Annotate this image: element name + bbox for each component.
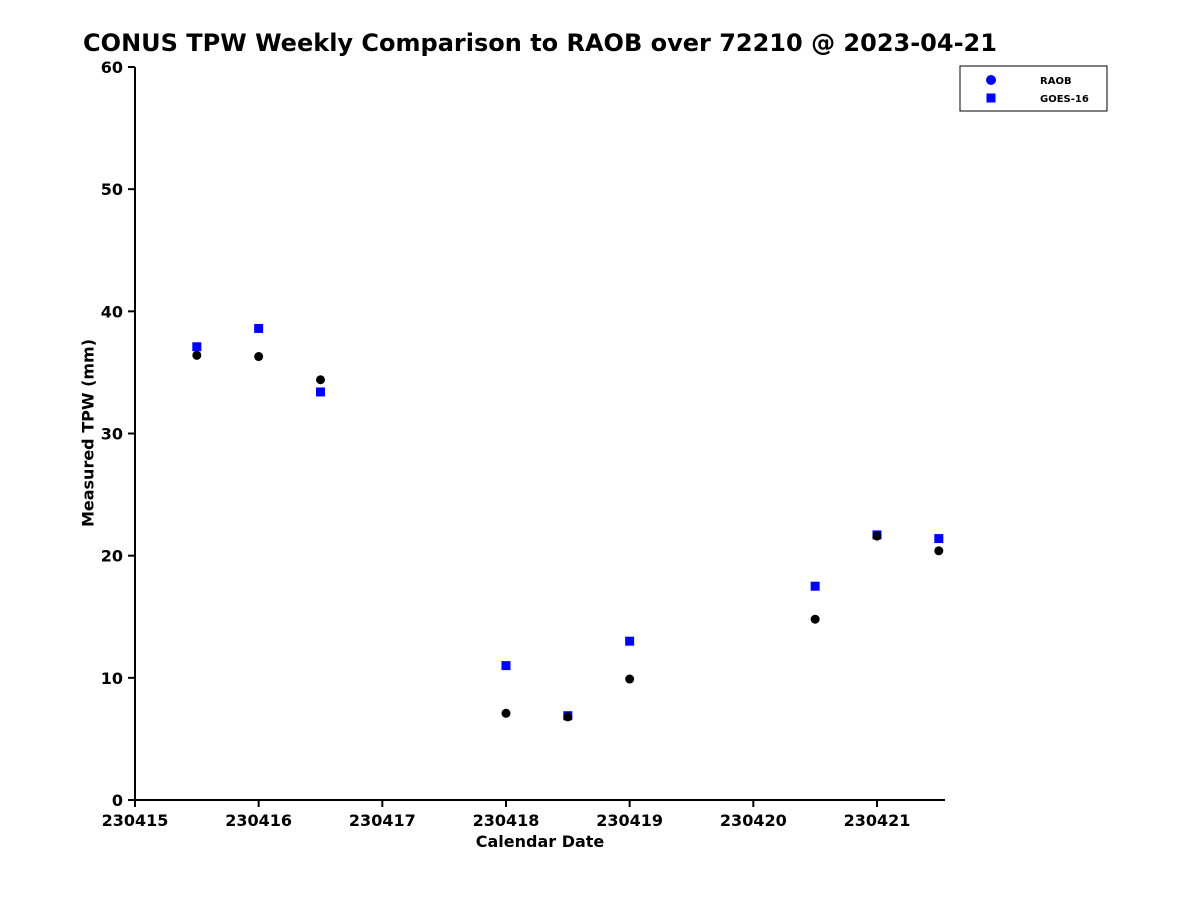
goes16-point	[934, 534, 944, 544]
goes16-point	[254, 323, 264, 333]
x-tick-label: 230416	[225, 811, 292, 830]
raob-point	[501, 708, 511, 718]
goes16-point	[501, 661, 511, 671]
goes16-point	[810, 581, 820, 591]
chart-title: CONUS TPW Weekly Comparison to RAOB over…	[83, 29, 997, 57]
y-tick-label: 40	[101, 302, 123, 321]
raob-point	[810, 614, 820, 624]
raob-point	[192, 350, 202, 360]
x-tick-label: 230418	[473, 811, 540, 830]
legend-box	[959, 65, 1108, 112]
x-tick-label: 230419	[596, 811, 663, 830]
legend-label-raob: RAOB	[1040, 76, 1072, 87]
y-axis-label: Measured TPW (mm)	[78, 338, 98, 528]
legend-label-goes16: GOES-16	[1040, 94, 1089, 105]
y-tick-label: 30	[101, 425, 123, 444]
x-tick-label: 230417	[349, 811, 416, 830]
x-tick-label: 230420	[720, 811, 787, 830]
x-tick-label: 230421	[844, 811, 911, 830]
x-axis-label: Calendar Date	[475, 832, 605, 851]
y-tick-label: 20	[101, 547, 123, 566]
raob-point	[934, 546, 944, 556]
y-tick-label: 60	[101, 58, 123, 77]
goes16-point	[192, 342, 202, 352]
goes16-point	[625, 636, 635, 646]
y-tick-label: 0	[112, 791, 123, 810]
x-tick-label: 230415	[102, 811, 169, 830]
y-tick-label: 50	[101, 180, 123, 199]
raob-point	[254, 352, 264, 362]
legend: RAOB GOES-16	[959, 65, 1108, 112]
raob-point	[625, 674, 635, 684]
raob-point	[563, 712, 573, 722]
raob-point	[872, 531, 882, 541]
goes16-point	[315, 387, 325, 397]
y-tick-label: 10	[101, 669, 123, 688]
legend-marker-raob	[986, 75, 996, 85]
legend-marker-goes16	[986, 93, 996, 103]
raob-point	[315, 375, 325, 385]
